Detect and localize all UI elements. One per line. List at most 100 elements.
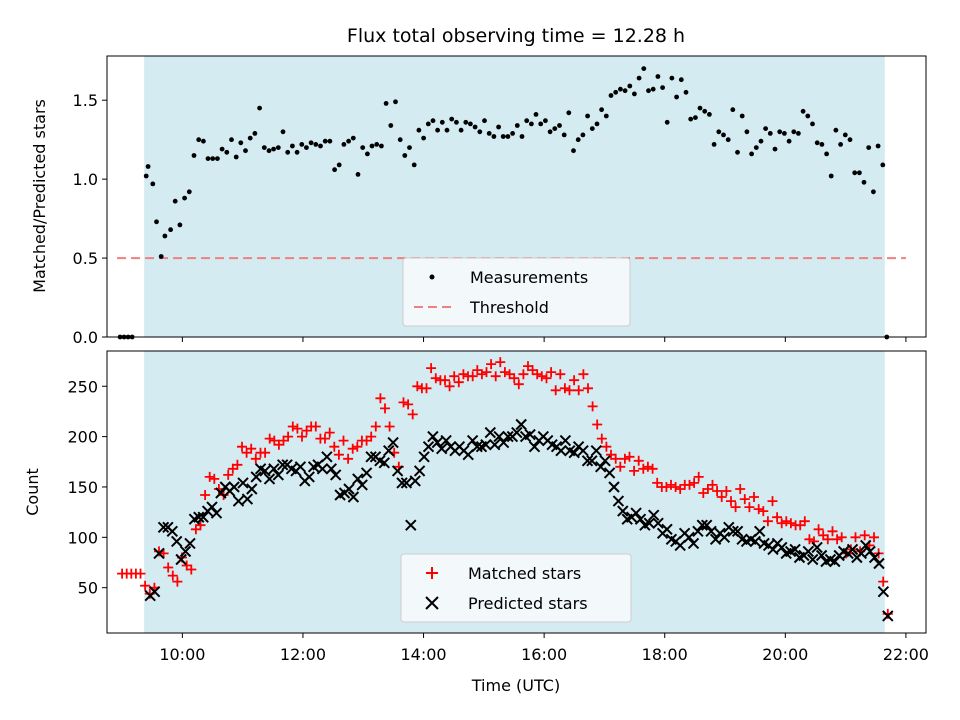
predicted-star-point [811, 541, 823, 554]
matched-star-point [869, 532, 879, 543]
matched-star-point [513, 379, 524, 390]
predicted-star-point [409, 475, 421, 487]
measurement-point [557, 123, 562, 128]
matched-star-point [250, 453, 261, 464]
measurement-point [782, 131, 787, 136]
measurement-point [397, 137, 403, 143]
measurement-point [425, 121, 431, 127]
matched-star-point [799, 516, 810, 527]
matched-star-point [412, 381, 423, 392]
measurement-point [543, 118, 548, 124]
measurement-point [753, 145, 759, 151]
measurement-point [791, 129, 797, 135]
matched-star-point [836, 532, 847, 543]
bottom-y-tick-label: 100 [67, 528, 98, 547]
measurement-point [529, 121, 534, 127]
measurement-point [636, 75, 642, 81]
measurement-point [749, 151, 754, 157]
measurement-point [514, 123, 520, 128]
bottom-x-tick-label: 18:00 [642, 645, 688, 664]
matched-star-point [398, 397, 409, 408]
measurement-point [510, 131, 515, 136]
predicted-star-point [568, 446, 580, 459]
measurement-point [552, 126, 558, 131]
measurement-point [814, 140, 820, 146]
matched-star-point [619, 453, 630, 464]
matched-star-point [762, 516, 773, 527]
matched-star-point [246, 443, 257, 454]
measurement-point [524, 118, 530, 124]
measurement-point [767, 131, 773, 136]
predicted-star-point [829, 555, 841, 568]
predicted-star-point [329, 469, 342, 481]
measurement-point [730, 107, 736, 113]
matched-star-point [564, 385, 575, 396]
top-chart-panel: 0.0 0.5 1.0 1.5 Flux total observing time =… [30, 25, 927, 347]
matched-star-point [661, 482, 672, 492]
predicted-star-point [731, 525, 744, 538]
predicted-star-point [347, 491, 360, 503]
measurement-point [304, 145, 309, 151]
measurement-point [575, 137, 581, 143]
measurement-point [838, 142, 843, 147]
measurement-point [444, 127, 450, 133]
matched-star-point [730, 502, 741, 513]
top-axes-frame [106, 55, 927, 338]
matched-star-point [370, 421, 381, 432]
measurement-point [805, 113, 811, 119]
matched-star-point [758, 506, 769, 517]
matched-star-point [223, 469, 234, 480]
predicted-star-point [179, 545, 192, 558]
predicted-star-point [157, 521, 170, 534]
measurement-point [154, 219, 159, 225]
matched-star-point [440, 375, 450, 386]
top-y-ticks: 0.0 0.5 1.0 1.5 [73, 91, 107, 347]
predicted-star-point [652, 517, 664, 529]
measurement-point [735, 149, 740, 155]
measurement-point [482, 118, 487, 124]
measurement-point [763, 126, 768, 131]
measurement-point [739, 113, 745, 119]
measurement-point [233, 154, 239, 160]
matched-star-point [550, 385, 561, 396]
predicted-star-point [493, 430, 505, 443]
predicted-star-point [382, 444, 395, 457]
measurement-point [758, 138, 764, 144]
matched-star-point [573, 385, 584, 396]
measurement-point [350, 135, 356, 141]
legend-measurements-label: Measurements [470, 268, 588, 287]
predicted-star-point [272, 469, 285, 481]
bottom-legend-box [400, 553, 632, 623]
measurement-point [674, 94, 679, 100]
measurement-point [435, 127, 440, 133]
predicted-star-point [378, 457, 391, 469]
predicted-star-point [767, 543, 779, 556]
predicted-star-point [692, 525, 704, 538]
measurement-point [599, 107, 604, 113]
measurement-point [566, 110, 572, 116]
measurement-point [857, 170, 862, 176]
measurement-point [271, 146, 276, 152]
predicted-star-point [488, 438, 501, 451]
bottom-y-tick-label: 250 [67, 377, 98, 396]
measurement-point [407, 145, 412, 151]
measurement-point [393, 99, 398, 105]
measurement-point [257, 105, 262, 111]
predicted-star-point [405, 519, 417, 531]
measurement-point [205, 156, 211, 162]
matched-star-point [499, 367, 510, 378]
measurement-point [627, 83, 633, 89]
matched-star-point [167, 570, 178, 581]
measurement-point [162, 233, 168, 239]
predicted-star-point [599, 455, 611, 467]
measurement-point [365, 151, 370, 157]
matched-star-point [343, 453, 354, 464]
legend-measurements-marker [429, 274, 435, 280]
measurement-point [547, 129, 553, 135]
measurement-point [875, 143, 881, 149]
matched-star-point [495, 357, 506, 368]
matched-star-point [186, 564, 197, 575]
matched-star-point [135, 568, 146, 579]
measurement-point [468, 121, 473, 127]
predicted-star-point [802, 545, 815, 558]
